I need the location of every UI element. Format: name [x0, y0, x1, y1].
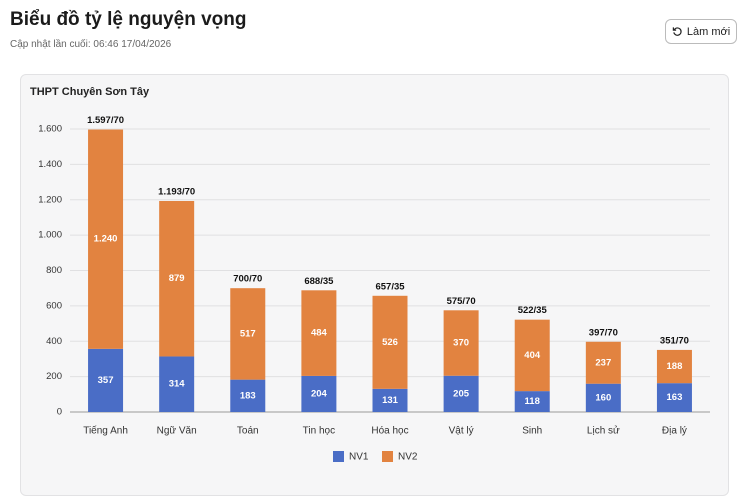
total-label: 688/35 — [304, 276, 334, 287]
value-label: 163 — [667, 392, 683, 403]
y-tick-label: 200 — [46, 371, 62, 382]
bar-segment — [585, 341, 621, 384]
total-label: 1.597/70 — [87, 115, 124, 126]
bar-segment — [230, 379, 266, 412]
value-label: 188 — [667, 361, 683, 372]
bar-segment — [301, 375, 337, 412]
x-tick-label: Vật lý — [449, 426, 474, 437]
total-label: 1.193/70 — [158, 187, 195, 198]
x-tick-label: Tin học — [303, 426, 335, 437]
value-label: 237 — [595, 357, 611, 368]
bar-segment — [514, 319, 550, 392]
bar-segment — [88, 348, 124, 412]
x-tick-label: Sinh — [522, 426, 542, 437]
value-label: 204 — [311, 388, 328, 399]
legend-label: NV2 — [398, 452, 418, 463]
refresh-icon — [672, 27, 682, 36]
bar-segment — [443, 310, 479, 376]
total-label: 657/35 — [375, 281, 405, 292]
bar-segment — [443, 375, 479, 412]
bar-segment — [656, 383, 692, 412]
y-tick-label: 1.200 — [38, 194, 62, 205]
bar-segment — [372, 388, 408, 412]
y-tick-label: 1.400 — [38, 159, 62, 170]
value-label: 160 — [595, 392, 611, 403]
x-tick-label: Hóa học — [371, 426, 408, 437]
page-title: Biểu đồ tỷ lệ nguyện vọng — [10, 9, 247, 30]
x-tick-label: Toán — [237, 426, 259, 437]
y-tick-label: 800 — [46, 265, 62, 276]
value-label: 357 — [98, 375, 114, 386]
bar-segment — [159, 356, 195, 412]
value-label: 118 — [525, 396, 540, 407]
y-tick-label: 1.600 — [38, 124, 62, 135]
value-label: 526 — [382, 337, 398, 348]
bar-segment — [372, 295, 408, 389]
value-label: 205 — [453, 388, 470, 399]
total-label: 575/70 — [447, 296, 476, 307]
x-tick-label: Ngữ Văn — [157, 426, 197, 437]
bar-segment — [88, 129, 124, 349]
value-label: 314 — [169, 379, 186, 390]
bar-segment — [230, 288, 266, 380]
y-tick-label: 600 — [46, 300, 62, 311]
bar-segment — [585, 383, 621, 412]
chart-title: THPT Chuyên Sơn Tây — [30, 86, 150, 98]
bar-segment — [301, 290, 337, 376]
last-updated: Cập nhật lần cuối: 06:46 17/04/2026 — [10, 39, 172, 50]
y-tick-label: 1.000 — [38, 230, 62, 241]
value-label: 1.240 — [94, 234, 118, 245]
total-label: 351/70 — [660, 335, 689, 346]
refresh-button[interactable]: Làm mới — [665, 19, 737, 44]
legend-swatch — [382, 451, 393, 462]
total-label: 522/35 — [518, 305, 548, 316]
legend-label: NV1 — [349, 452, 369, 463]
value-label: 879 — [169, 273, 185, 284]
total-label: 397/70 — [589, 327, 618, 338]
refresh-label: Làm mới — [686, 25, 731, 38]
value-label: 370 — [453, 338, 469, 349]
value-label: 517 — [240, 328, 256, 339]
value-label: 183 — [240, 390, 256, 401]
bar-segment — [514, 391, 550, 412]
y-tick-label: 0 — [57, 407, 62, 418]
value-label: 484 — [311, 328, 328, 339]
y-tick-label: 400 — [46, 336, 62, 347]
value-label: 131 — [382, 395, 399, 406]
value-label: 404 — [524, 350, 541, 361]
bar-segment — [159, 200, 195, 357]
total-label: 700/70 — [233, 274, 262, 285]
legend-swatch — [333, 451, 344, 462]
x-tick-label: Địa lý — [662, 426, 687, 437]
x-tick-label: Lịch sử — [587, 425, 620, 437]
x-tick-label: Tiếng Anh — [83, 425, 128, 437]
bar-segment — [656, 349, 692, 384]
